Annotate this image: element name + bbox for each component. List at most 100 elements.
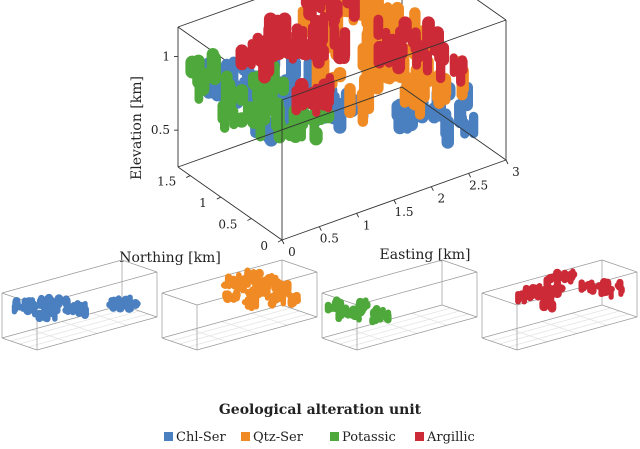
panel-edge xyxy=(516,316,638,351)
panel-point xyxy=(327,305,335,313)
panel-point xyxy=(539,288,547,302)
data-point xyxy=(295,85,304,106)
data-point xyxy=(192,54,205,89)
panel-edge xyxy=(601,259,638,273)
legend-swatch xyxy=(415,432,424,441)
y-tick-label: 1.5 xyxy=(157,175,176,189)
panel-point xyxy=(29,301,39,312)
legend-swatch xyxy=(241,432,250,441)
panel-edge xyxy=(161,304,283,339)
panel-point xyxy=(244,280,251,288)
y-tick-mark xyxy=(247,218,252,221)
data-point xyxy=(370,73,384,95)
panel-edge xyxy=(281,304,318,318)
x-tick-label: 1 xyxy=(363,218,371,232)
panel-edge xyxy=(1,337,38,351)
panel-edge xyxy=(321,259,443,294)
legend-item-potassic: Potassic xyxy=(330,430,396,445)
elevation-axis-label: Elevation [km] xyxy=(129,76,145,180)
data-point xyxy=(333,66,347,83)
grid-line xyxy=(571,312,608,326)
panel-edge xyxy=(161,292,198,306)
data-point xyxy=(468,111,479,139)
panel-point xyxy=(225,294,231,303)
data-point xyxy=(303,0,317,21)
legend-item-argillic: Argillic xyxy=(415,430,475,445)
panel-chl-ser xyxy=(1,259,158,351)
panel-point xyxy=(289,293,297,303)
grid-line xyxy=(10,307,131,342)
data-point xyxy=(418,70,430,103)
panel-point xyxy=(269,292,277,305)
data-point xyxy=(318,78,331,111)
legend-title: Geological alteration unit xyxy=(219,402,422,418)
data-point xyxy=(364,0,378,6)
panel-point xyxy=(221,281,230,289)
small-multiples xyxy=(1,259,638,351)
panel-point xyxy=(607,285,615,293)
box-edge xyxy=(476,0,507,21)
y-tick-mark xyxy=(277,239,283,243)
x-tick-label: 0.5 xyxy=(320,232,339,246)
x-tick-mark xyxy=(356,213,360,218)
panel-point xyxy=(282,281,288,289)
data-point xyxy=(356,88,368,109)
data-point xyxy=(373,14,384,40)
panel-point xyxy=(131,299,140,309)
northing-axis-label: Northing [km] xyxy=(119,250,221,266)
z-tick-label: 1 xyxy=(162,49,170,63)
data-point xyxy=(434,28,444,64)
y-tick-mark xyxy=(186,175,191,178)
grid-line xyxy=(179,310,300,345)
panel-point xyxy=(48,304,56,316)
panel-edge xyxy=(601,304,638,318)
y-tick-label: 0 xyxy=(260,239,268,253)
panel-point xyxy=(335,310,343,323)
data-point xyxy=(206,47,220,78)
panel-edge xyxy=(481,337,518,351)
x-tick-label: 2 xyxy=(438,192,446,206)
panel-point xyxy=(549,273,556,282)
x-tick-mark xyxy=(318,226,322,231)
panel-point xyxy=(12,298,19,313)
grid-line xyxy=(251,312,288,326)
legend-swatch xyxy=(164,432,173,441)
y-tick-label: 1 xyxy=(199,196,207,210)
x-tick-mark xyxy=(281,239,285,245)
x-tick-mark xyxy=(468,173,472,178)
data-point xyxy=(235,84,249,106)
panel-point xyxy=(380,306,386,319)
data-point xyxy=(440,108,452,140)
box-edge xyxy=(281,19,507,101)
data-point xyxy=(291,23,303,57)
panel-edge xyxy=(121,259,158,273)
panel-edge xyxy=(356,316,478,351)
panel-point xyxy=(244,269,253,281)
panel-point xyxy=(542,298,552,309)
data-point xyxy=(235,44,249,71)
panel-point xyxy=(350,308,357,317)
box-edge xyxy=(177,86,403,168)
data-point xyxy=(247,39,256,70)
panel-point xyxy=(248,299,255,312)
panel-edge xyxy=(441,259,478,273)
panel-edge xyxy=(356,271,478,306)
panel-point xyxy=(599,278,609,292)
panel-edge xyxy=(196,316,318,351)
panel-point xyxy=(64,301,72,312)
panel-point xyxy=(75,303,83,317)
panel-point xyxy=(69,306,76,316)
panel-qtz-ser xyxy=(161,259,318,351)
panel-point xyxy=(259,287,267,297)
panel-point xyxy=(360,304,368,312)
x-tick-mark xyxy=(430,186,434,191)
panel-point xyxy=(561,269,569,284)
data-point xyxy=(373,40,386,69)
legend-label: Potassic xyxy=(342,430,396,445)
x-tick-mark xyxy=(505,159,509,165)
series-layer xyxy=(185,0,479,149)
legend-label: Chl-Ser xyxy=(176,430,226,445)
grid-line xyxy=(490,307,611,342)
data-point xyxy=(362,23,376,59)
